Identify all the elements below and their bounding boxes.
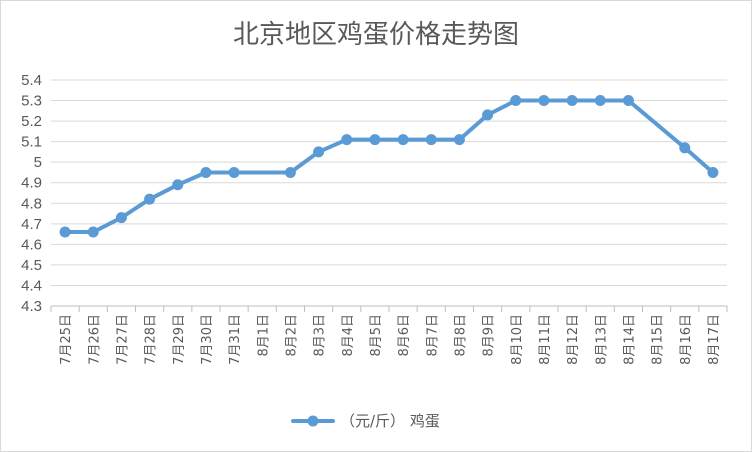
x-tick-label: 8月11日 bbox=[538, 314, 553, 365]
data-point bbox=[510, 95, 522, 107]
data-point bbox=[679, 142, 691, 154]
y-tick-label: 5.2 bbox=[21, 113, 42, 130]
data-point bbox=[622, 95, 634, 107]
y-tick-label: 4.4 bbox=[21, 277, 42, 294]
y-tick-label: 4.5 bbox=[21, 257, 42, 274]
x-tick-label: 8月9日 bbox=[482, 314, 497, 357]
data-point bbox=[284, 166, 296, 178]
x-tick-label: 8月14日 bbox=[622, 314, 637, 365]
legend-label: （元/斤） 鸡蛋 bbox=[340, 412, 440, 430]
gridlines bbox=[51, 79, 727, 307]
legend: （元/斤） 鸡蛋 bbox=[291, 412, 440, 430]
x-tick-label: 8月13日 bbox=[594, 314, 609, 365]
x-tick-label: 8月17日 bbox=[707, 314, 722, 365]
y-tick-label: 4.9 bbox=[21, 175, 42, 192]
x-tick-label: 8月16日 bbox=[679, 314, 694, 365]
y-tick-label: 4.8 bbox=[21, 195, 42, 212]
y-tick-label: 4.6 bbox=[21, 236, 42, 253]
data-point bbox=[453, 134, 465, 146]
data-point bbox=[172, 179, 184, 191]
x-tick-label: 8月2日 bbox=[284, 314, 299, 357]
x-tick-label: 7月27日 bbox=[115, 314, 130, 365]
data-point bbox=[200, 166, 212, 178]
x-tick-label: 8月15日 bbox=[651, 314, 666, 365]
y-tick-label: 4.3 bbox=[21, 298, 42, 315]
series-line bbox=[63, 98, 715, 234]
data-point bbox=[144, 193, 156, 205]
series-group bbox=[59, 95, 719, 238]
data-point bbox=[397, 134, 409, 146]
x-tick-label: 7月25日 bbox=[59, 314, 74, 365]
legend-marker bbox=[307, 415, 319, 427]
data-point bbox=[594, 95, 606, 107]
chart-title: 北京地区鸡蛋价格走势图 bbox=[233, 20, 519, 50]
y-axis-ticks: 4.3 4.4 4.5 4.6 4.7 4.8 4.9 5 5.1 5.2 5.3 5.4 bbox=[21, 72, 42, 315]
data-point bbox=[87, 226, 99, 238]
x-tick-label: 7月30日 bbox=[200, 314, 215, 365]
x-tick-label: 8月5日 bbox=[369, 314, 384, 357]
data-point bbox=[566, 95, 578, 107]
data-point bbox=[482, 109, 494, 121]
x-tick-label: 8月4日 bbox=[341, 314, 356, 357]
x-tick-label: 8月3日 bbox=[313, 314, 328, 357]
data-point bbox=[425, 134, 437, 146]
y-tick-label: 5.4 bbox=[21, 72, 42, 89]
data-point bbox=[115, 212, 127, 224]
y-tick-label: 4.7 bbox=[21, 216, 42, 233]
data-point bbox=[369, 134, 381, 146]
data-point bbox=[59, 226, 71, 238]
y-tick-label: 5.1 bbox=[21, 134, 42, 151]
data-point bbox=[228, 166, 240, 178]
x-tick-label: 8月6日 bbox=[397, 314, 412, 357]
x-tick-label: 8月8日 bbox=[453, 314, 468, 357]
data-point bbox=[341, 134, 353, 146]
x-tick-label: 8月1日 bbox=[256, 314, 271, 357]
x-tick-label: 7月28日 bbox=[144, 314, 159, 365]
y-tick-label: 5 bbox=[34, 154, 42, 171]
data-point bbox=[707, 166, 719, 178]
x-axis-ticks: 7月25日 7月26日 7月27日 7月28日 7月29日 7月30日 7月31日 8月1日 8… bbox=[50, 306, 728, 365]
x-tick-label: 8月7日 bbox=[425, 314, 440, 357]
data-point bbox=[538, 95, 550, 107]
x-tick-label: 7月31日 bbox=[228, 314, 243, 365]
x-tick-label: 7月29日 bbox=[172, 314, 187, 365]
x-tick-label: 8月10日 bbox=[510, 314, 525, 365]
x-tick-label: 8月12日 bbox=[566, 314, 581, 365]
data-point bbox=[313, 146, 325, 158]
x-tick-label: 7月26日 bbox=[87, 314, 102, 365]
y-tick-label: 5.3 bbox=[21, 93, 42, 110]
